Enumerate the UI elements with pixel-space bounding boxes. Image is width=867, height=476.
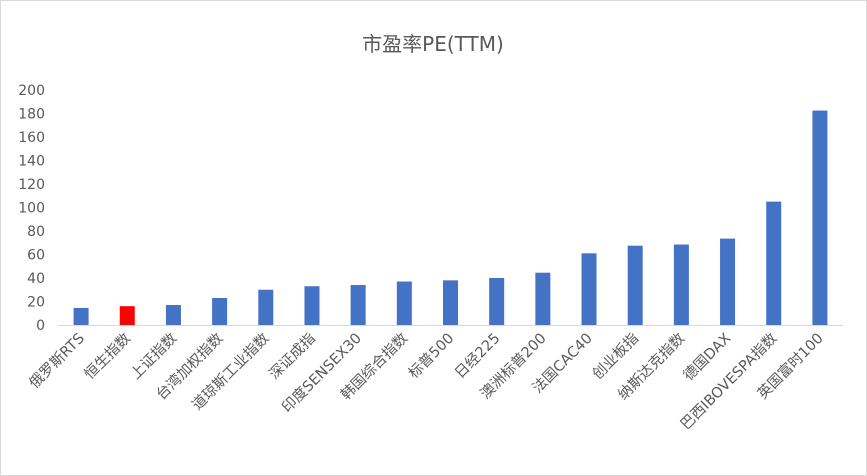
bar xyxy=(581,253,597,325)
y-tick-label: 120 xyxy=(18,177,45,193)
bar xyxy=(212,297,228,325)
x-tick-label: 道琼斯工业指数 xyxy=(189,329,273,413)
chart-title: 市盈率PE(TTM) xyxy=(362,32,504,56)
bar xyxy=(627,245,643,325)
bar xyxy=(350,285,366,325)
x-tick-label: 俄罗斯RTS xyxy=(26,330,88,392)
bar xyxy=(766,201,782,325)
x-tick-label: 标普500 xyxy=(405,330,457,382)
y-tick-label: 180 xyxy=(18,107,45,123)
y-tick-label: 60 xyxy=(27,248,45,264)
x-tick-label: 恒生指数 xyxy=(81,329,134,382)
bar xyxy=(812,110,828,325)
y-tick-label: 200 xyxy=(18,83,45,99)
bar xyxy=(535,272,551,325)
y-tick-label: 160 xyxy=(18,130,45,146)
bars xyxy=(73,110,828,325)
bar xyxy=(396,281,412,325)
bar xyxy=(489,278,505,325)
bar xyxy=(73,307,89,325)
y-tick-label: 0 xyxy=(36,318,45,334)
x-tick-label: 印度SENSEX30 xyxy=(279,330,365,416)
bar xyxy=(165,305,181,325)
y-tick-label: 140 xyxy=(18,154,45,170)
bar xyxy=(304,286,320,325)
y-axis: 0 20 40 60 80 100 120 140 160 180 200 xyxy=(18,83,45,334)
bar xyxy=(258,289,274,325)
y-tick-label: 80 xyxy=(27,224,45,240)
bar xyxy=(443,280,458,325)
x-axis: 俄罗斯RTS恒生指数上证指数台湾加权指数道琼斯工业指数深证成指印度SENSEX3… xyxy=(26,325,843,433)
y-tick-label: 40 xyxy=(27,271,45,287)
bar xyxy=(673,244,689,325)
bar xyxy=(720,238,736,325)
bar xyxy=(119,306,135,325)
y-tick-label: 20 xyxy=(27,295,45,311)
y-tick-label: 100 xyxy=(18,201,45,217)
